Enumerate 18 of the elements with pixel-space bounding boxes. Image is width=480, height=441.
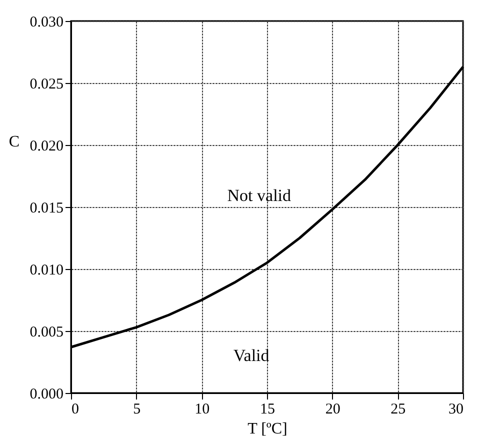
x-tick-label: 25 — [390, 402, 406, 418]
y-tick-label: 0.010 — [30, 262, 64, 278]
annotation: Valid — [233, 346, 270, 365]
y-tick-label: 0.025 — [30, 76, 64, 92]
x-tick-label: 15 — [260, 402, 275, 418]
y-tick-label: 0.020 — [30, 138, 64, 154]
y-axis-title: C — [8, 134, 20, 150]
x-tick-label: 30 — [448, 402, 464, 418]
y-tick-label: 0.015 — [30, 200, 64, 216]
y-tick-label: 0.000 — [30, 386, 64, 402]
x-tick-label: 10 — [194, 402, 210, 418]
x-axis-title: T [ºC] — [248, 420, 288, 438]
x-tick-label: 0 — [72, 402, 79, 418]
y-tick-label: 0.030 — [30, 14, 64, 30]
x-tick-label: 20 — [325, 402, 340, 418]
x-tick-label: 5 — [133, 402, 141, 418]
annotation: Not valid — [227, 186, 292, 205]
y-tick-label: 0.005 — [30, 324, 64, 340]
